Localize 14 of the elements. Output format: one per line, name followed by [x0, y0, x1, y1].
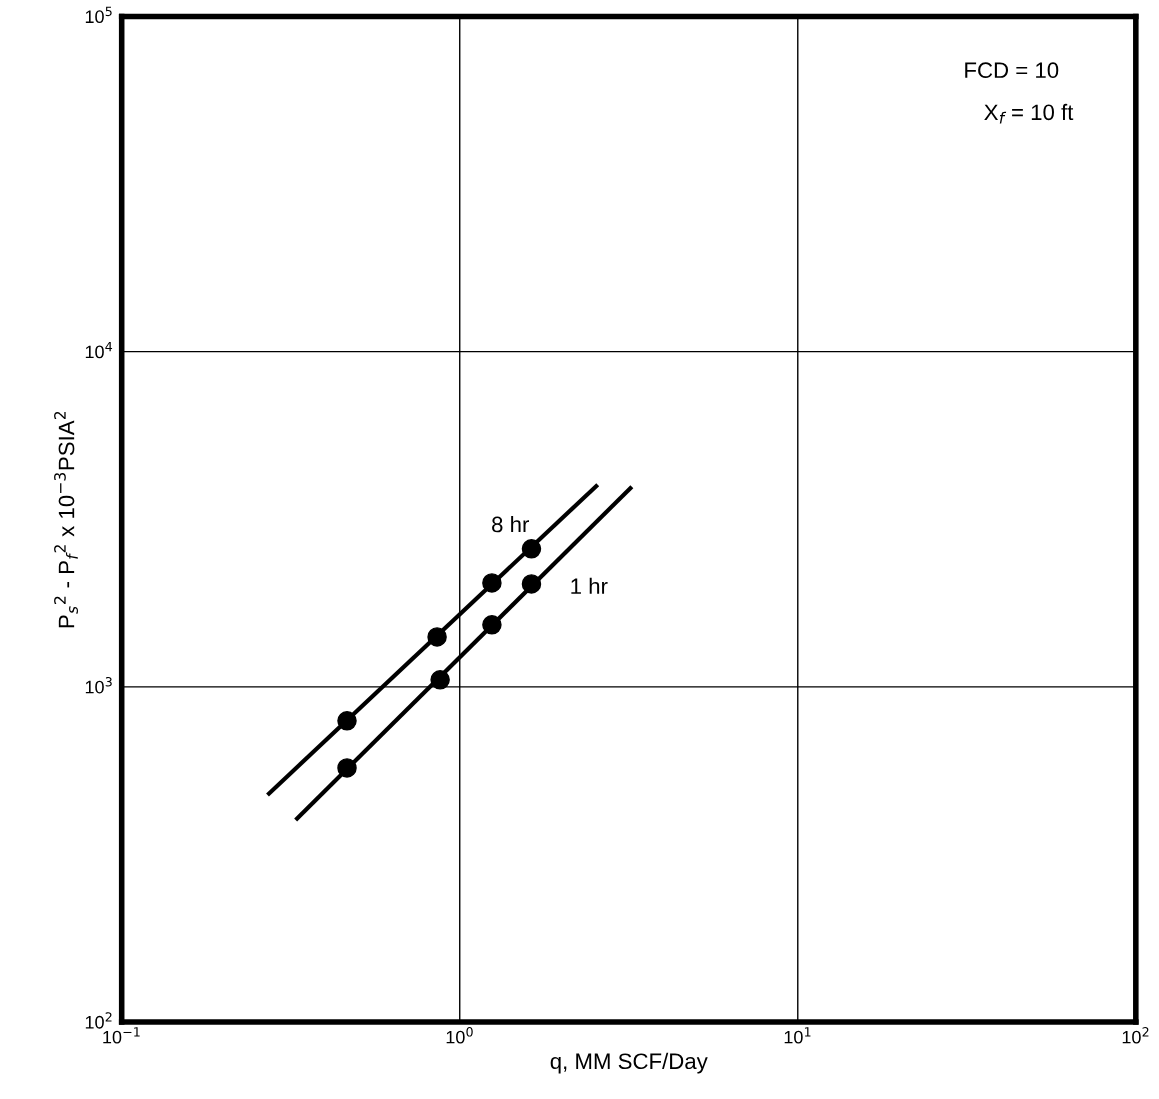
- x-tick-label: 10$^{2}$: [1122, 1027, 1149, 1044]
- text: P$_{s}$$^{2}$ - P$_{f}$$^{2}$ x 10$^{−3}$PSIA$^{2}$: [54, 411, 78, 628]
- y-tick-label: 10$^{3}$: [85, 676, 112, 694]
- series-label: 8 hr: [492, 516, 530, 533]
- x-tick-label: 10$^{1}$: [784, 1027, 811, 1044]
- x-tick-label: 10$^{−1}$: [103, 1027, 140, 1044]
- x-tick-label: 10$^{0}$: [446, 1027, 473, 1044]
- y-tick-label: 10$^{5}$: [85, 6, 112, 24]
- annotation: FCD = 10: [965, 62, 1059, 79]
- series-label: 1 hr: [571, 577, 608, 594]
- y-tick-label: 10$^{2}$: [85, 1012, 112, 1029]
- annotation: X$_{f}$ = 10 ft: [984, 103, 1074, 124]
- y-tick-label: 10$^{4}$: [85, 341, 113, 359]
- x-axis-title: q, MM SCF/Day: [550, 1052, 708, 1074]
